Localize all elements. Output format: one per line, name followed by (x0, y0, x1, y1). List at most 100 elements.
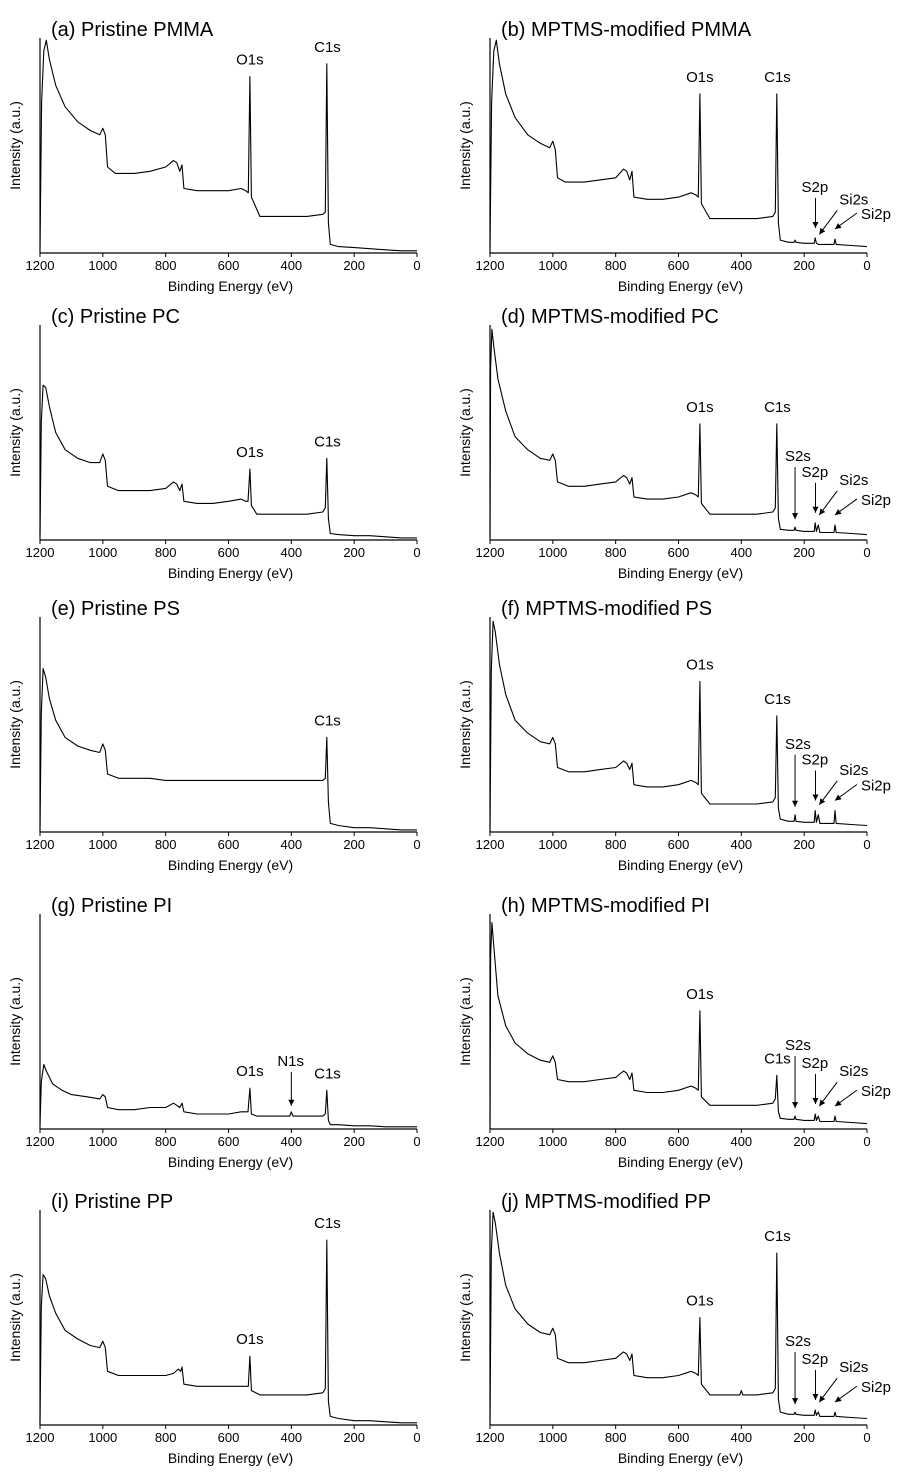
spectrum-line (489, 1211, 868, 1421)
peak-label-si2p: Si2p (861, 778, 891, 795)
x-tick-label: 800 (155, 258, 177, 273)
peak-label-s2s: S2s (785, 1333, 811, 1350)
annotation-arrowhead (834, 223, 842, 230)
annotation-arrowhead (812, 506, 819, 513)
x-tick-label: 600 (668, 1134, 690, 1149)
x-tick-label: 0 (413, 1430, 420, 1445)
x-tick-label: 1000 (88, 837, 117, 852)
x-axis-label: Binding Energy (eV) (168, 1450, 293, 1466)
spectrum-line (39, 1239, 417, 1424)
x-tick-label: 200 (793, 545, 815, 560)
spectrum-line (489, 39, 868, 249)
annotation-arrowhead (834, 508, 842, 515)
panel-title: (e) Pristine PS (51, 598, 180, 620)
peak-label-si2p: Si2p (861, 206, 891, 223)
x-axis-label: Binding Energy (eV) (618, 565, 743, 581)
panel-title: (i) Pristine PP (51, 1191, 173, 1213)
spectrum-line (489, 620, 868, 828)
spectrum-line (39, 39, 417, 252)
x-tick-label: 600 (218, 545, 240, 560)
x-tick-label: 600 (668, 545, 690, 560)
panel-title: (h) MPTMS-modified PI (501, 895, 710, 917)
y-axis-label: Intensity (a.u.) (457, 101, 473, 190)
annotation-arrowhead (812, 1393, 819, 1400)
peak-label-o1s: O1s (236, 1331, 264, 1348)
annotation-arrowhead (288, 1099, 295, 1106)
x-tick-label: 800 (155, 545, 177, 560)
x-tick-label: 600 (218, 1134, 240, 1149)
x-tick-label: 800 (605, 1134, 627, 1149)
peak-label-o1s: O1s (686, 399, 714, 416)
peak-label-si2p: Si2p (861, 1379, 891, 1396)
y-axis-label: Intensity (a.u.) (7, 680, 23, 769)
annotation-arrowhead (792, 513, 799, 520)
x-tick-label: 200 (343, 1430, 365, 1445)
x-tick-label: 0 (413, 545, 420, 560)
x-tick-label: 1200 (476, 1430, 505, 1445)
chart-panel: (g) Pristine PI Intensity (a.u.) 1200 1000 8… (7, 895, 421, 1170)
x-tick-label: 1000 (538, 545, 567, 560)
x-tick-label: 400 (280, 1430, 302, 1445)
peak-label-c1s: C1s (314, 1065, 341, 1082)
x-tick-label: 0 (413, 837, 420, 852)
spectrum-line (489, 922, 868, 1125)
peak-label-si2s: Si2s (839, 191, 868, 208)
x-tick-label: 400 (730, 258, 752, 273)
x-axis-label: Binding Energy (eV) (168, 1154, 293, 1170)
annotation-arrowhead (834, 1100, 842, 1107)
chart-panel: (a) Pristine PMMA Intensity (a.u.) 1200 100… (7, 19, 421, 294)
chart-panel: (d) MPTMS-modified PC Intensity (a.u.) 120… (457, 306, 891, 581)
x-tick-label: 200 (793, 1134, 815, 1149)
peak-label-s2p: S2p (801, 1351, 828, 1368)
peak-label-o1s: O1s (236, 1063, 264, 1080)
annotation-arrowhead (792, 1398, 799, 1405)
y-axis-label: Intensity (a.u.) (7, 388, 23, 477)
x-tick-label: 800 (155, 1430, 177, 1445)
x-tick-label: 200 (343, 1134, 365, 1149)
annotation-arrowhead (812, 1097, 819, 1104)
panel-title: (c) Pristine PC (51, 306, 180, 328)
x-tick-label: 1000 (538, 1430, 567, 1445)
x-tick-label: 0 (413, 1134, 420, 1149)
x-tick-label: 0 (863, 1430, 870, 1445)
annotation-arrowhead (819, 508, 826, 515)
annotation-arrowhead (819, 1099, 826, 1107)
annotation-arrowhead (834, 1396, 842, 1403)
chart-panel: (f) MPTMS-modified PS Intensity (a.u.) 120… (457, 598, 891, 873)
peak-label-o1s: O1s (686, 657, 714, 674)
peak-label-si2s: Si2s (839, 472, 868, 489)
peak-label-c1s: C1s (764, 1050, 791, 1067)
x-axis-label: Binding Energy (eV) (618, 857, 743, 873)
y-axis-label: Intensity (a.u.) (457, 680, 473, 769)
peak-label-c1s: C1s (764, 399, 791, 416)
panel-title: (a) Pristine PMMA (51, 19, 214, 41)
x-tick-label: 1000 (88, 258, 117, 273)
x-tick-label: 1000 (538, 837, 567, 852)
x-tick-label: 1200 (26, 837, 55, 852)
x-tick-label: 1000 (538, 258, 567, 273)
peak-label-o1s: O1s (686, 1293, 714, 1310)
x-axis-label: Binding Energy (eV) (618, 1450, 743, 1466)
x-tick-label: 200 (793, 837, 815, 852)
peak-label-c1s: C1s (314, 712, 341, 729)
x-tick-label: 1000 (538, 1134, 567, 1149)
chart-panel: (c) Pristine PC Intensity (a.u.) 1200 1000 8… (7, 306, 421, 581)
chart-panel: (h) MPTMS-modified PI Intensity (a.u.) 120… (457, 895, 891, 1170)
x-tick-label: 400 (280, 545, 302, 560)
peak-label-c1s: C1s (314, 433, 341, 450)
peak-label-s2p: S2p (801, 179, 828, 196)
x-tick-label: 1200 (26, 1430, 55, 1445)
x-axis-label: Binding Energy (eV) (168, 278, 293, 294)
x-tick-label: 0 (863, 258, 870, 273)
peak-label-c1s: C1s (764, 69, 791, 86)
x-tick-label: 0 (863, 1134, 870, 1149)
spectrum-line (489, 328, 868, 536)
x-tick-label: 600 (218, 1430, 240, 1445)
annotation-arrowhead (812, 794, 819, 801)
peak-label-n1s: N1s (277, 1053, 304, 1070)
x-tick-label: 400 (730, 1430, 752, 1445)
annotation-arrowhead (792, 1102, 799, 1109)
x-tick-label: 0 (413, 258, 420, 273)
x-tick-label: 200 (343, 545, 365, 560)
